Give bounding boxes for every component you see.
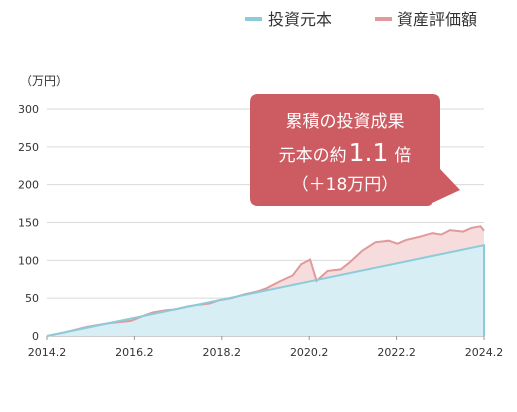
- x-tick-label: 2014.2: [28, 346, 67, 359]
- x-tick-label: 2016.2: [115, 346, 154, 359]
- callout-line-1: 累積の投資成果: [286, 112, 405, 132]
- legend-label-valuation: 資産評価額: [397, 10, 477, 29]
- x-tick-label: 2020.2: [290, 346, 329, 359]
- principal-line: [46, 243, 485, 337]
- x-tick-label: 2018.2: [203, 346, 242, 359]
- callout-ratio-prefix: 元本の約: [279, 146, 347, 166]
- y-tick-label: 50: [25, 292, 39, 305]
- callout-line-3: （＋18万円）: [292, 175, 399, 195]
- y-tick-label: 100: [18, 254, 39, 267]
- callout-bubble: 累積の投資成果 元本の約1.1 倍 （＋18万円）: [250, 94, 460, 206]
- x-tick-labels: 2014.2 2016.2 2018.2 2020.2 2022.2 2024.2: [28, 336, 504, 359]
- x-tick-label: 2022.2: [377, 346, 416, 359]
- y-tick-labels: 0 50 100 150 200 250 300: [18, 103, 39, 343]
- y-tick-label: 200: [18, 179, 39, 192]
- y-tick-label: 150: [18, 217, 39, 230]
- y-tick-label: 0: [32, 330, 39, 343]
- callout-line-2: 元本の約1.1 倍: [279, 138, 412, 167]
- callout-background: [250, 94, 460, 206]
- y-tick-label: 300: [18, 103, 39, 116]
- callout-ratio-suffix: 倍: [394, 146, 411, 166]
- callout-ratio-value: 1.1: [349, 138, 389, 167]
- y-axis-unit: （万円）: [20, 74, 68, 88]
- legend: 投資元本 資産評価額: [245, 10, 477, 29]
- y-tick-label: 250: [18, 141, 39, 154]
- valuation-line: [46, 225, 485, 337]
- x-tick-label: 2024.2: [465, 346, 504, 359]
- legend-label-principal: 投資元本: [268, 10, 332, 29]
- plot-area: [46, 225, 485, 337]
